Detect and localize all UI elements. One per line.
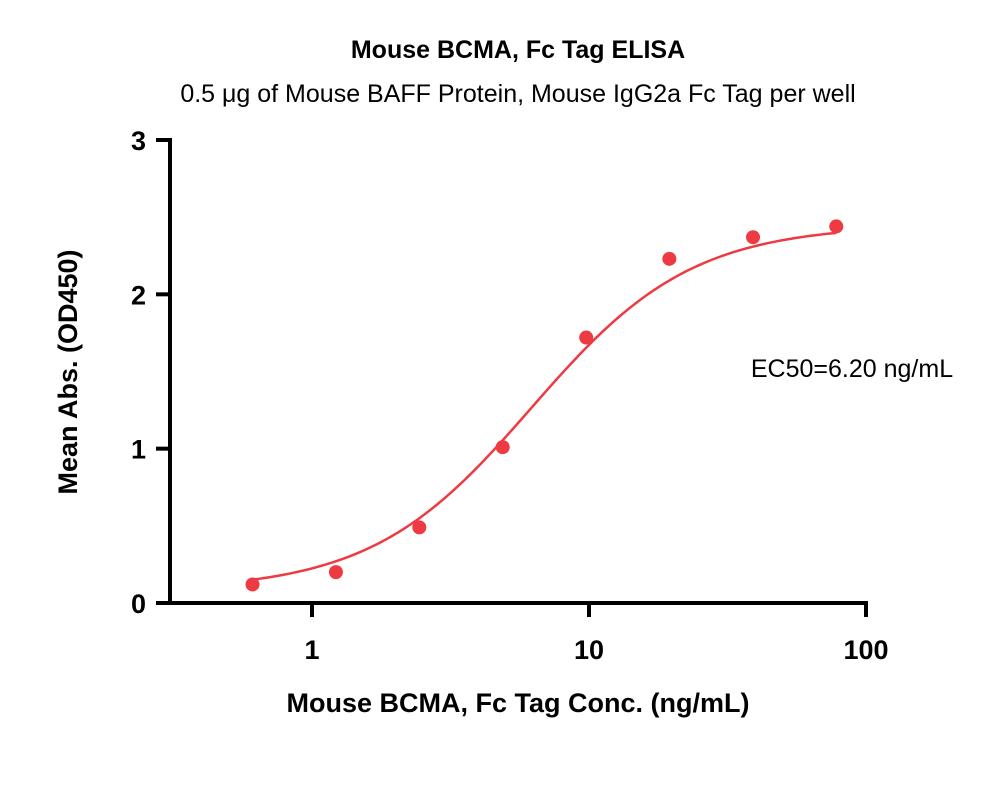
data-point — [328, 565, 343, 580]
x-tick-label: 10 — [574, 635, 604, 665]
data-point — [662, 251, 677, 266]
y-tick-label: 0 — [131, 589, 146, 619]
fit-curve-layer — [252, 231, 837, 581]
chart-subtitle: 0.5 μg of Mouse BAFF Protein, Mouse IgG2… — [180, 80, 855, 108]
data-point — [829, 219, 844, 234]
y-tick-label: 1 — [131, 435, 146, 465]
x-tick-label: 100 — [843, 635, 888, 665]
plot-axes: 0 1 2 3 1 10 100 — [131, 126, 889, 665]
data-point — [579, 330, 594, 345]
x-tick-label: 1 — [304, 635, 319, 665]
x-axis-label: Mouse BCMA, Fc Tag Conc. (ng/mL) — [287, 688, 750, 718]
data-points-layer — [245, 219, 844, 592]
data-point — [412, 520, 427, 535]
chart-title: Mouse BCMA, Fc Tag ELISA — [351, 36, 685, 64]
y-axis-label: Mean Abs. (OD450) — [53, 249, 83, 494]
ec50-annotation: EC50=6.20 ng/mL — [751, 355, 953, 383]
data-point — [495, 440, 510, 455]
fit-curve — [252, 231, 837, 581]
data-point — [245, 577, 260, 592]
data-point — [746, 230, 761, 245]
y-tick-label: 2 — [131, 280, 146, 310]
y-tick-label: 3 — [131, 126, 146, 156]
